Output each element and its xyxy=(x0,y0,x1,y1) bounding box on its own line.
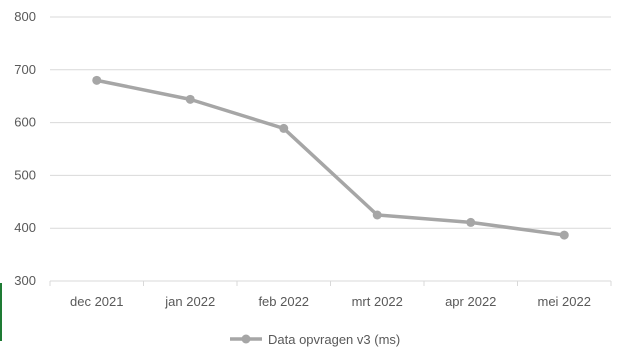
legend-label: Data opvragen v3 (ms) xyxy=(268,332,400,347)
y-tick-label: 700 xyxy=(14,62,36,77)
y-tick-label: 400 xyxy=(14,220,36,235)
x-axis: dec 2021 jan 2022 feb 2022 mrt 2022 apr 2022… xyxy=(49,281,612,309)
data-point xyxy=(185,94,195,104)
y-tick-label: 300 xyxy=(14,273,36,288)
data-point xyxy=(92,75,102,85)
y-axis: 300 400 500 600 700 800 xyxy=(14,9,36,288)
y-tick-label: 500 xyxy=(14,167,36,182)
data-point xyxy=(279,123,289,133)
data-point xyxy=(372,210,382,220)
x-tick-label: mrt 2022 xyxy=(352,294,403,309)
data-point xyxy=(466,217,476,227)
x-tick-label: dec 2021 xyxy=(70,294,124,309)
x-tick-label: mei 2022 xyxy=(538,294,591,309)
legend-marker xyxy=(241,334,251,344)
x-tick-label: feb 2022 xyxy=(258,294,309,309)
x-tick-label: jan 2022 xyxy=(164,294,215,309)
legend: Data opvragen v3 (ms) xyxy=(230,332,400,347)
y-tick-label: 600 xyxy=(14,115,36,130)
x-tick-label: apr 2022 xyxy=(445,294,496,309)
series-layer xyxy=(92,75,569,240)
edge-marker xyxy=(0,283,2,341)
series-line xyxy=(95,78,566,237)
gridlines xyxy=(50,16,611,282)
data-point xyxy=(559,230,569,240)
y-tick-label: 800 xyxy=(14,9,36,24)
